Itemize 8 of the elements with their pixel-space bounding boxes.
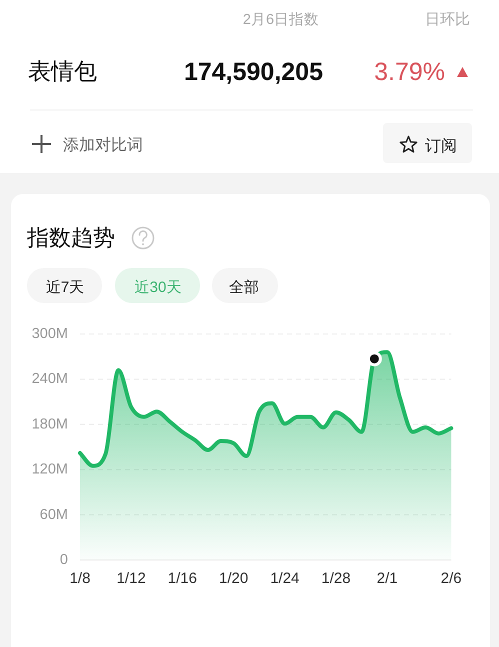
index-value: 174,590,205 xyxy=(184,58,323,86)
label-day-change: 日环比 xyxy=(425,11,470,28)
button-subscribe-text: 订阅 xyxy=(425,138,457,155)
button-add-compare-text: 添加对比词 xyxy=(63,137,143,154)
keyword: 表情包 xyxy=(28,58,97,84)
label-date-index: 2月6日指数 xyxy=(242,12,320,28)
change-value: 3.79% xyxy=(374,58,445,86)
chart-title: 指数趋势 xyxy=(27,225,115,250)
